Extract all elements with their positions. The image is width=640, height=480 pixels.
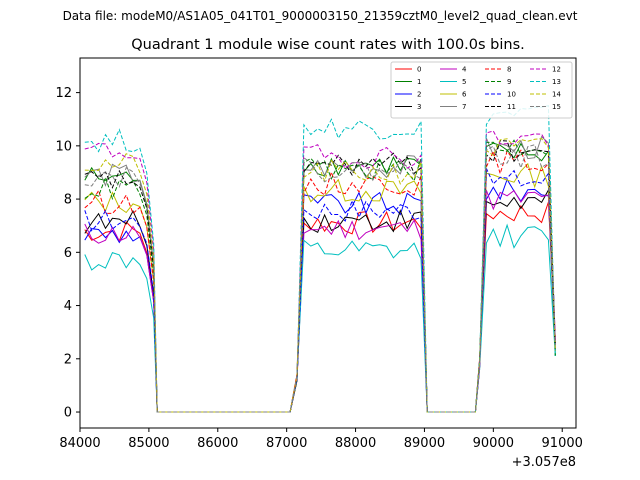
series-line-2 (84, 178, 556, 413)
series-lines (84, 104, 556, 413)
series-line-4 (84, 189, 556, 413)
y-tick-label: 4 (64, 299, 72, 314)
y-tick-label: 6 (64, 246, 72, 261)
series-line-14 (84, 138, 556, 413)
series-line-3 (84, 188, 556, 413)
series-line-5 (84, 223, 556, 413)
x-tick-label: 89000 (404, 436, 445, 451)
legend-label: 14 (552, 91, 561, 99)
x-tick-label: 85000 (128, 436, 169, 451)
legend-label: 4 (462, 66, 467, 74)
legend-label: 8 (507, 66, 511, 74)
legend-label: 15 (552, 103, 561, 111)
series-line-1 (84, 142, 556, 413)
legend-label: 13 (552, 78, 561, 86)
x-tick-label: 84000 (59, 436, 100, 451)
y-tick-label: 10 (55, 139, 72, 154)
series-line-9 (84, 139, 556, 413)
legend-label: 1 (417, 78, 421, 86)
legend-frame (390, 61, 573, 119)
series-line-15 (84, 144, 556, 413)
series-line-12 (84, 130, 556, 413)
legend-label: 0 (417, 66, 421, 74)
legend-label: 2 (417, 91, 421, 99)
plot-frame (79, 57, 577, 429)
y-tick-label: 0 (64, 406, 72, 421)
y-tick-label: 12 (55, 86, 72, 101)
x-tick-label: 91000 (542, 436, 583, 451)
axis-ticks: 84000 85000 86000 87000 88000 89000 90000 91000… (55, 86, 582, 451)
series-line-10 (84, 168, 556, 413)
x-offset-label: +3.057e8 (512, 455, 576, 470)
legend-label: 3 (417, 103, 421, 111)
series-line-6 (84, 162, 556, 413)
legend-label: 11 (507, 103, 516, 111)
chart-title: Quadrant 1 module wise count rates with … (131, 37, 525, 53)
y-tick-label: 8 (64, 193, 72, 208)
legend-label: 10 (507, 91, 516, 99)
y-tick-label: 2 (64, 352, 72, 367)
legend-label: 7 (462, 103, 466, 111)
series-line-8 (84, 149, 556, 413)
legend-label: 12 (552, 66, 561, 74)
x-tick-label: 87000 (266, 436, 307, 451)
chart-suptitle: Data file: modeM0/AS1A05_041T01_90000031… (63, 9, 578, 23)
series-line-11 (84, 140, 556, 413)
legend-label: 6 (462, 91, 467, 99)
plot-area (80, 58, 576, 428)
legend-label: 5 (462, 78, 466, 86)
legend-label: 9 (507, 78, 511, 86)
x-tick-label: 86000 (197, 436, 238, 451)
x-tick-label: 88000 (335, 436, 376, 451)
x-tick-label: 90000 (473, 436, 514, 451)
